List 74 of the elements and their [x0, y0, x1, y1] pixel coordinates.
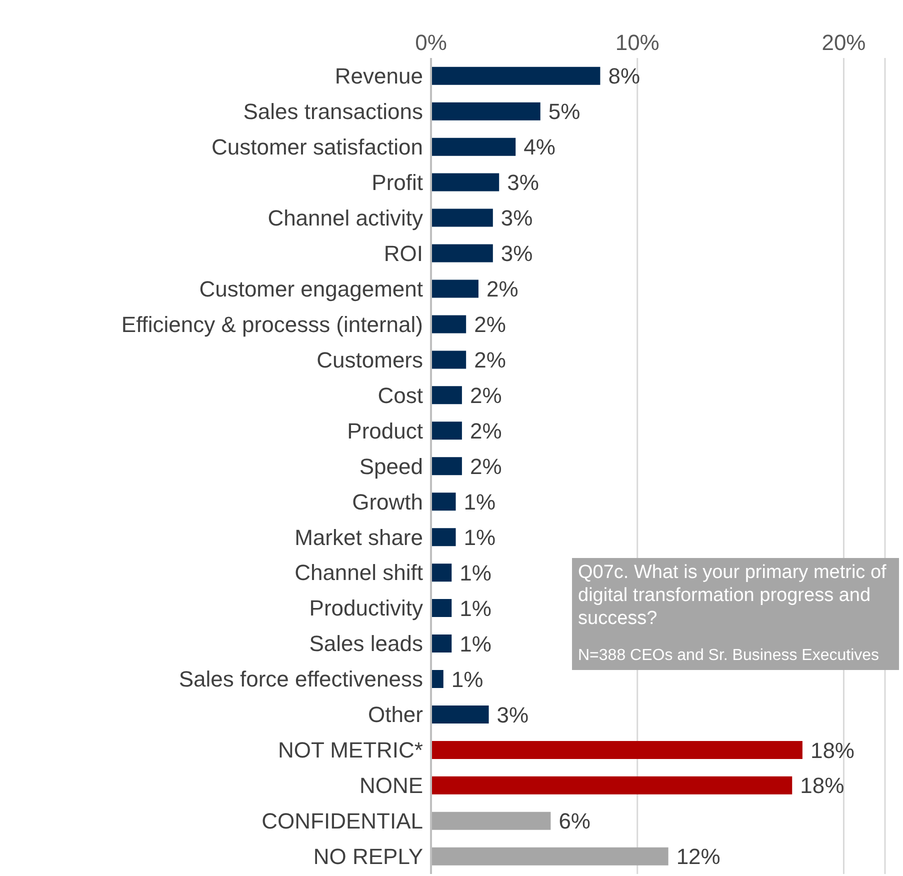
bar [431, 776, 792, 794]
data-label: 18% [800, 773, 844, 798]
x-tick-label: 20% [822, 30, 866, 55]
data-label: 3% [500, 206, 533, 231]
y-tick-label: Productivity [309, 596, 423, 621]
data-label: 3% [500, 241, 533, 266]
y-tick-label: Customer engagement [199, 276, 423, 302]
data-label: 5% [548, 99, 580, 124]
x-tick-label: 10% [615, 30, 660, 55]
data-label: 2% [486, 276, 518, 302]
data-label: 2% [474, 348, 506, 373]
data-label: 3% [507, 170, 539, 196]
data-label: 1% [460, 560, 492, 586]
bar [431, 386, 462, 404]
data-label: 4% [524, 134, 556, 160]
y-tick-label: Sales transactions [243, 99, 423, 124]
y-tick-label: NO REPLY [313, 844, 424, 870]
data-label: 2% [470, 454, 502, 479]
data-label: 2% [470, 418, 502, 444]
y-tick-label: Market share [294, 524, 423, 550]
bar [431, 422, 462, 440]
y-tick-label: Customer satisfaction [211, 134, 423, 160]
y-tick-label: NOT METRIC* [278, 738, 424, 763]
bar [431, 812, 551, 830]
y-tick-label: Efficiency & processs (internal) [121, 312, 423, 337]
bar [431, 208, 493, 227]
y-tick-label: Product [347, 418, 423, 444]
bar [431, 705, 489, 724]
y-tick-label: ROI [384, 240, 423, 266]
data-label: 6% [558, 808, 590, 834]
y-tick-label: NONE [359, 773, 423, 798]
bar [431, 457, 462, 476]
bar [431, 599, 452, 618]
data-label: 2% [470, 382, 502, 408]
annotation: Q07c. What is your primary metric of digital transformation progress and success? [578, 562, 888, 630]
data-label: 3% [496, 702, 529, 728]
bar [431, 634, 452, 653]
y-tick-label: Sales force effectiveness [178, 666, 423, 692]
bar [431, 280, 478, 298]
y-tick-label: Profit [372, 170, 423, 195]
y-tick-label: Speed [359, 454, 423, 479]
bar [431, 173, 500, 192]
bar [431, 670, 444, 688]
y-tick-label: Channel activity [268, 205, 423, 230]
bar [431, 138, 516, 156]
data-label: 1% [464, 524, 496, 550]
data-label: 1% [451, 666, 484, 692]
data-label: 1% [460, 596, 492, 621]
bar [431, 564, 452, 582]
y-tick-label: Growth [352, 489, 423, 514]
bar [431, 244, 493, 262]
bar [431, 102, 540, 120]
bar [431, 492, 456, 511]
data-label: 8% [608, 64, 640, 89]
y-tick-label: CONFIDENTIAL [262, 808, 423, 834]
y-tick-label: Customers [316, 347, 423, 372]
y-tick-label: Channel shift [294, 560, 423, 586]
y-tick-label: Other [368, 702, 423, 728]
bar [431, 847, 668, 866]
data-label: 12% [676, 844, 720, 870]
y-tick-label: Sales leads [309, 631, 423, 656]
x-tick-label: 0% [415, 30, 447, 55]
data-label: 1% [464, 489, 496, 514]
data-label: 2% [474, 312, 506, 338]
data-label: 1% [460, 631, 492, 656]
bar [431, 66, 600, 85]
bar [431, 315, 466, 334]
bar [431, 528, 456, 546]
y-tick-label: Cost [378, 382, 423, 408]
bar [431, 350, 466, 369]
data-label: 18% [810, 738, 854, 763]
y-tick-label: Revenue [334, 64, 423, 89]
annotation: N=388 CEOs and Sr. Business Executives [578, 646, 880, 666]
bar [431, 740, 802, 759]
